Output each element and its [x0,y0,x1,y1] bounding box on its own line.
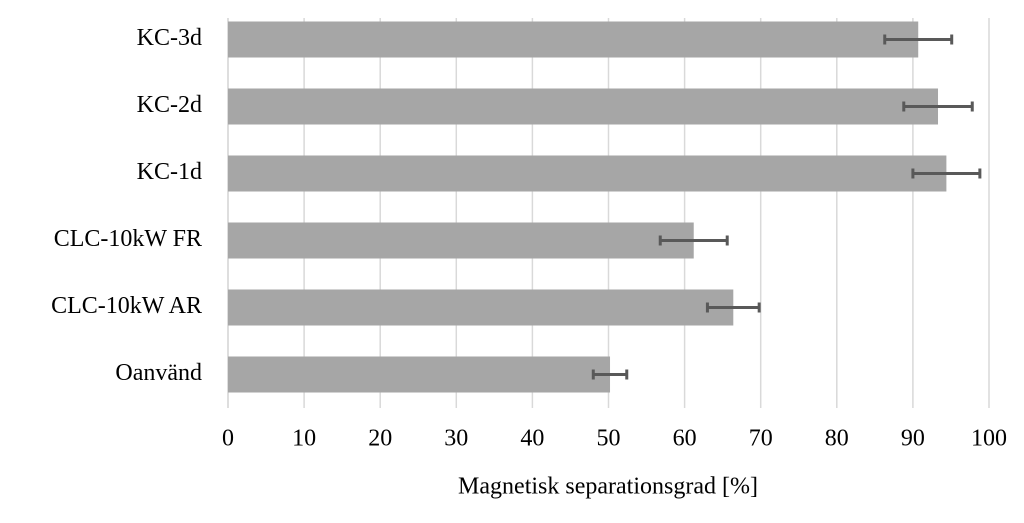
error-bar [658,235,729,246]
x-tick-label: 20 [368,426,392,452]
y-tick-label: KC-2d [137,92,202,118]
y-tick-label: Oanvänd [115,360,202,386]
bar [228,21,919,58]
x-tick-label: 10 [292,426,316,452]
x-tick-label: 90 [901,426,925,452]
x-tick-label: 0 [222,426,234,452]
bar [228,222,694,259]
x-tick-label: 60 [673,426,697,452]
error-bar [705,302,761,313]
x-tick-label: 50 [597,426,621,452]
error-bar [902,101,974,112]
bar [228,356,611,393]
bar [228,289,734,326]
bar [228,88,939,125]
x-tick-label: 40 [520,426,544,452]
y-tick-label: KC-1d [137,159,202,185]
x-tick-label: 30 [444,426,468,452]
y-tick-label: CLC-10kW FR [54,226,202,252]
x-axis-label: Magnetisk separationsgrad [%] [458,474,758,500]
x-tick-label: 100 [971,426,1007,452]
error-bar [591,369,629,380]
y-tick-label: KC-3d [137,25,202,51]
error-bar [883,34,954,45]
y-tick-label: CLC-10kW AR [51,293,202,319]
x-tick-label: 70 [749,426,773,452]
x-tick-label: 80 [825,426,849,452]
bar [228,155,947,192]
error-bar [911,168,982,179]
